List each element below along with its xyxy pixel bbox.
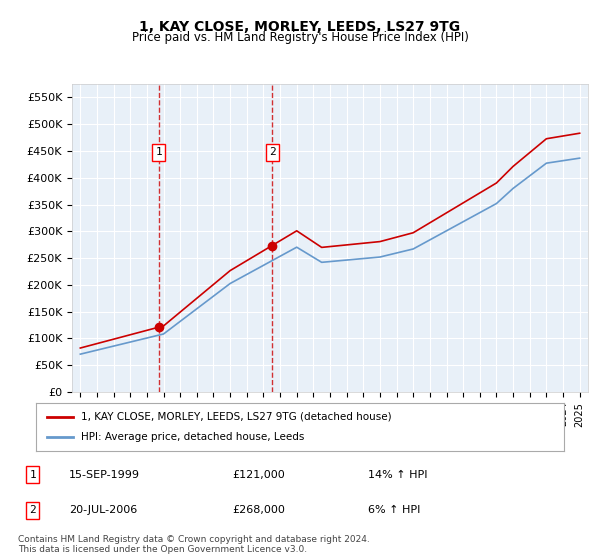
Text: 2: 2	[29, 505, 36, 515]
Text: £268,000: £268,000	[232, 505, 285, 515]
Text: 1: 1	[29, 470, 36, 480]
Text: HPI: Average price, detached house, Leeds: HPI: Average price, detached house, Leed…	[81, 432, 304, 442]
Text: 1, KAY CLOSE, MORLEY, LEEDS, LS27 9TG (detached house): 1, KAY CLOSE, MORLEY, LEEDS, LS27 9TG (d…	[81, 412, 392, 422]
Text: £121,000: £121,000	[232, 470, 285, 480]
Text: Contains HM Land Registry data © Crown copyright and database right 2024.
This d: Contains HM Land Registry data © Crown c…	[18, 535, 370, 554]
Text: 6% ↑ HPI: 6% ↑ HPI	[368, 505, 420, 515]
Text: 14% ↑ HPI: 14% ↑ HPI	[368, 470, 427, 480]
Text: 15-SEP-1999: 15-SEP-1999	[69, 470, 140, 480]
Text: Price paid vs. HM Land Registry's House Price Index (HPI): Price paid vs. HM Land Registry's House …	[131, 31, 469, 44]
Text: 2: 2	[269, 147, 276, 157]
Text: 1, KAY CLOSE, MORLEY, LEEDS, LS27 9TG: 1, KAY CLOSE, MORLEY, LEEDS, LS27 9TG	[139, 20, 461, 34]
Text: 1: 1	[155, 147, 162, 157]
Text: 20-JUL-2006: 20-JUL-2006	[69, 505, 137, 515]
